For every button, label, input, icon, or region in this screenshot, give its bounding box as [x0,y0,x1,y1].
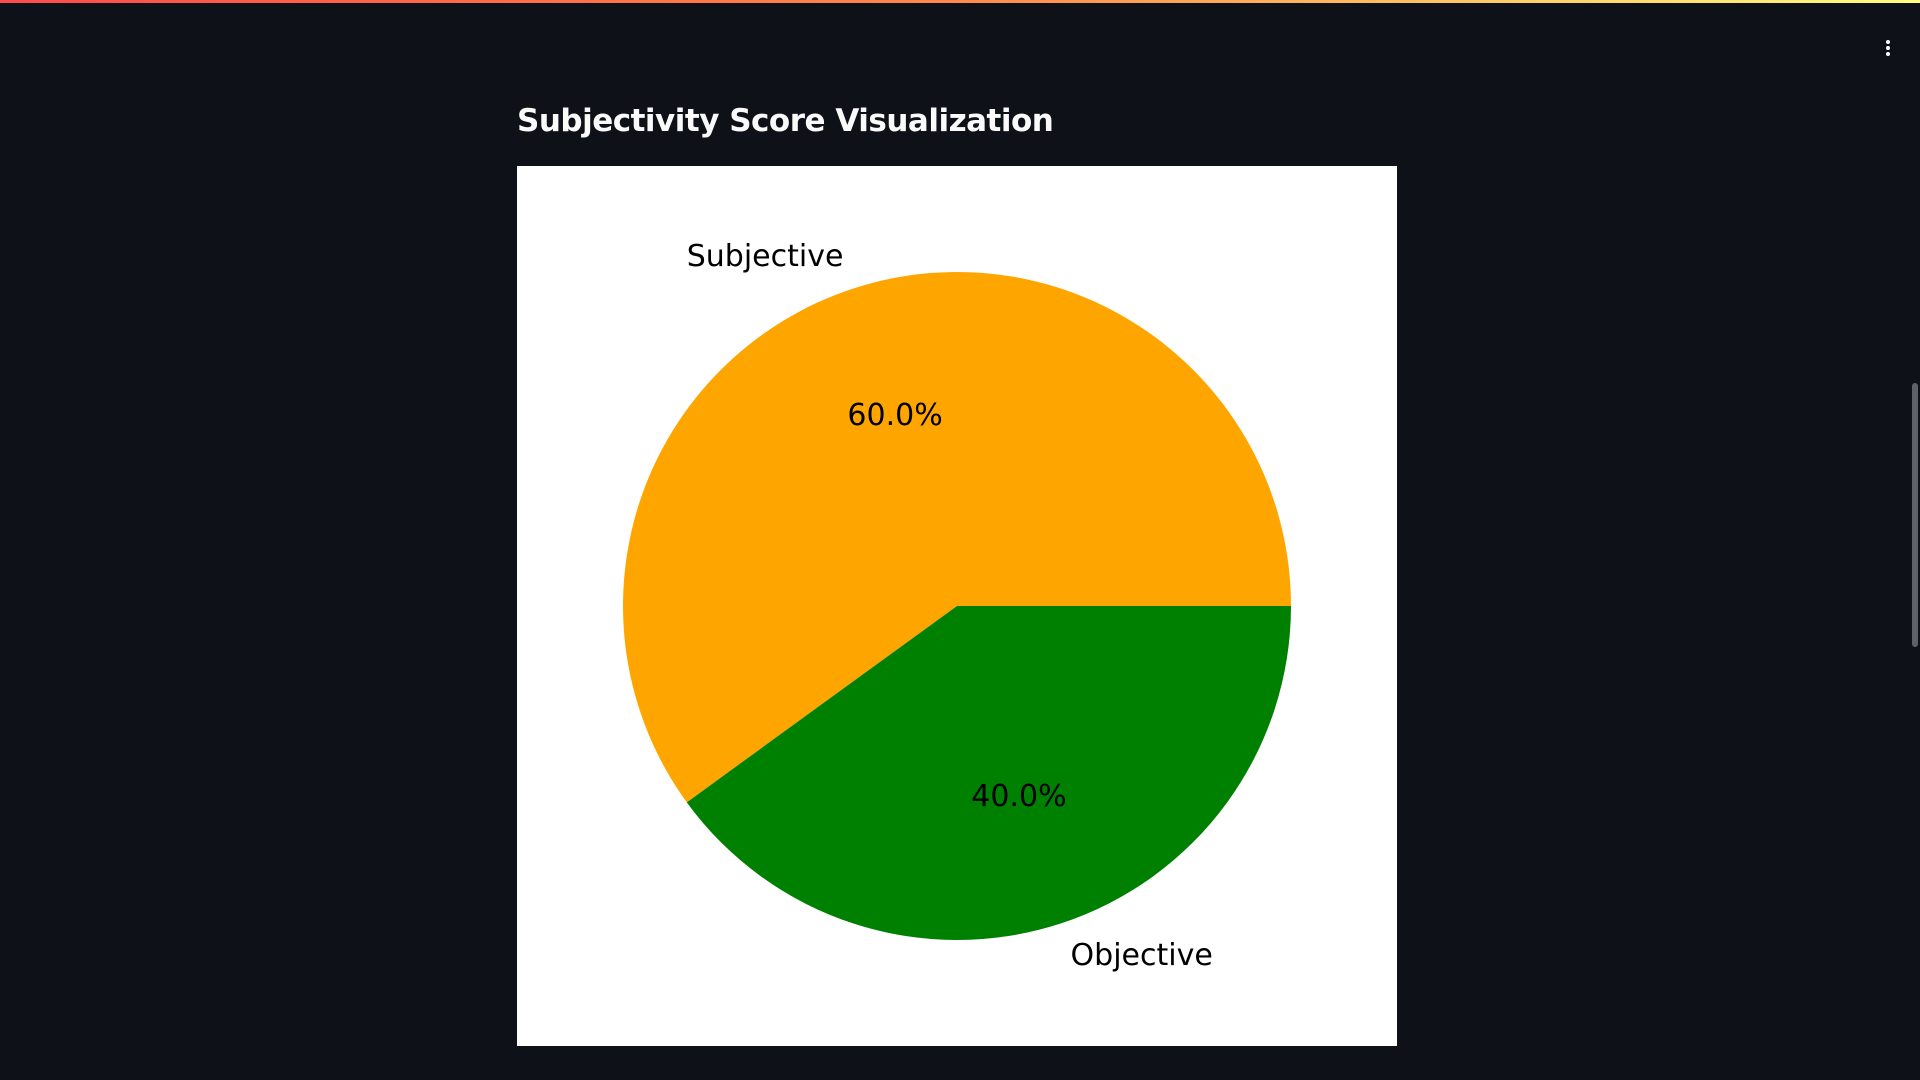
pie-chart: 60.0% Subjective 40.0% Objective [517,166,1397,1046]
scrollbar-thumb[interactable] [1912,383,1918,647]
page-title: Subjectivity Score Visualization [517,103,1054,139]
pie-category-label-objective: Objective [1071,938,1213,973]
header-accent-bar [0,0,1920,3]
pie-pct-label-objective: 40.0% [971,779,1066,814]
pie-slice-subjective [623,272,1291,803]
pie-category-label-subjective: Subjective [687,239,844,274]
scrollbar[interactable] [1906,0,1920,1080]
pie-pct-label-subjective: 60.0% [847,398,942,433]
pie-slice-objective [686,606,1291,941]
main-content: Subjectivity Score Visualization 60.0% Su… [517,0,1397,1080]
more-vertical-icon [1885,39,1891,57]
main-menu-button[interactable] [1872,32,1904,64]
pie-chart-svg: 60.0% Subjective 40.0% Objective [623,239,1291,973]
